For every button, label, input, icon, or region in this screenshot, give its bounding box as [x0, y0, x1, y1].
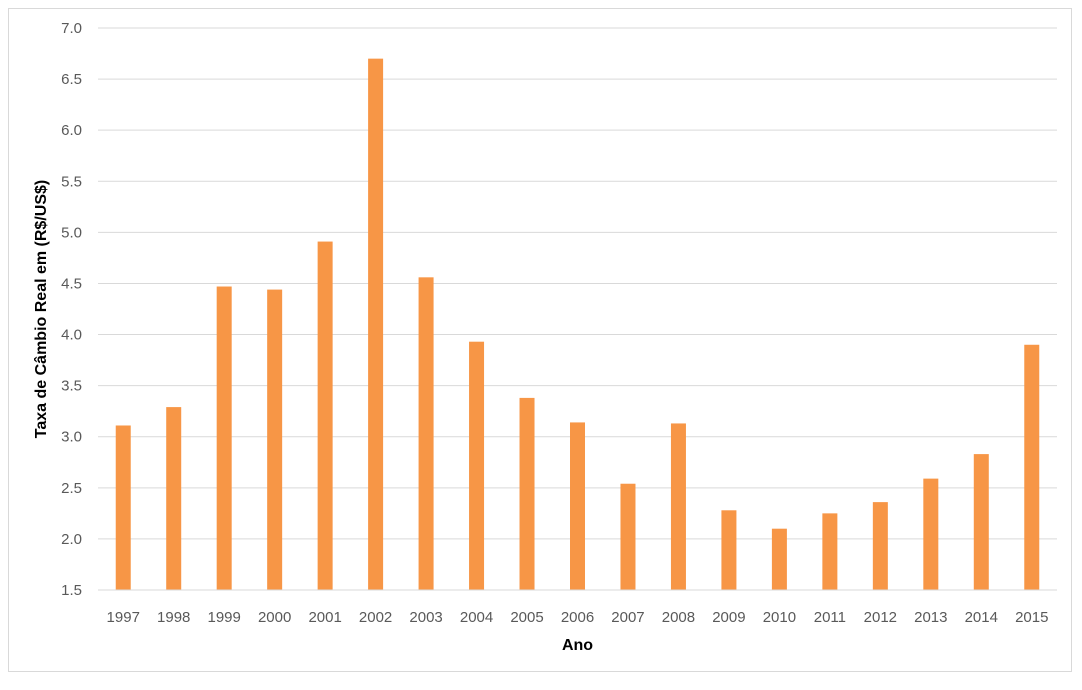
- bar-2008: [670, 423, 686, 590]
- x-tick-label: 2002: [359, 609, 392, 626]
- y-tick-label: 2.0: [61, 531, 82, 548]
- x-tick-label: 2000: [258, 609, 291, 626]
- bar-1997: [115, 425, 131, 590]
- y-tick-label: 3.0: [61, 429, 82, 446]
- x-tick-label: 1997: [107, 609, 140, 626]
- y-tick-label: 5.0: [61, 224, 82, 241]
- y-tick-label: 4.0: [61, 327, 82, 344]
- y-tick-label: 3.5: [61, 378, 82, 395]
- bars: [115, 58, 1040, 591]
- bar-2009: [721, 510, 737, 590]
- x-tick-label: 2003: [409, 609, 442, 626]
- y-tick-label: 7.0: [61, 20, 82, 37]
- x-tick-label: 2005: [510, 609, 543, 626]
- x-tick-label: 2011: [814, 609, 846, 626]
- bar-2015: [1024, 344, 1040, 590]
- bar-2013: [923, 478, 939, 590]
- y-tick-label: 5.5: [61, 173, 82, 190]
- x-tick-label: 2010: [763, 609, 796, 626]
- x-tick-label: 2009: [712, 609, 745, 626]
- bar-2005: [519, 397, 535, 590]
- x-axis-ticks: 1997 1998 1999 2000 2001 2002 2003 2004 2005 2006…: [107, 609, 1049, 626]
- bar-1998: [166, 407, 182, 590]
- bar-2002: [368, 58, 384, 591]
- x-tick-label: 1999: [207, 609, 240, 626]
- x-tick-label: 2004: [460, 609, 493, 626]
- x-tick-label: 2007: [611, 609, 644, 626]
- chart-frame: [8, 8, 1072, 672]
- x-tick-label: 2001: [308, 609, 341, 626]
- x-tick-label: 2006: [561, 609, 594, 626]
- gridlines: [98, 27, 1057, 540]
- bar-2010: [771, 528, 787, 590]
- bar-2014: [973, 454, 989, 590]
- x-tick-label: 2014: [965, 609, 998, 626]
- x-tick-label: 2012: [864, 609, 897, 626]
- y-tick-label: 6.0: [61, 122, 82, 139]
- x-tick-label: 2008: [662, 609, 695, 626]
- y-tick-label: 6.5: [61, 71, 82, 88]
- x-tick-label: 1998: [157, 609, 190, 626]
- bar-1999: [216, 286, 232, 590]
- bar-2000: [267, 289, 283, 590]
- y-tick-label: 4.5: [61, 275, 82, 292]
- bar-2003: [418, 277, 434, 590]
- bar-2006: [570, 422, 585, 590]
- y-tick-label: 2.5: [61, 480, 82, 497]
- y-axis-ticks: 1.5 2.0 2.5 3.0 3.5 4.0 4.5 5.0 5.5 6.0 6.5 7.0: [61, 20, 82, 599]
- x-tick-label: 2013: [914, 609, 947, 626]
- x-axis-title: Ano: [562, 637, 593, 654]
- x-tick-label: 2015: [1015, 609, 1048, 626]
- bar-2007: [620, 483, 636, 590]
- bar-2011: [822, 513, 838, 590]
- bar-2004: [469, 341, 485, 590]
- y-axis-title: Taxa de Câmbio Real em (R$/US$): [33, 180, 50, 438]
- bar-2001: [317, 241, 333, 590]
- bar-2012: [872, 502, 888, 590]
- y-tick-label: 1.5: [61, 582, 82, 599]
